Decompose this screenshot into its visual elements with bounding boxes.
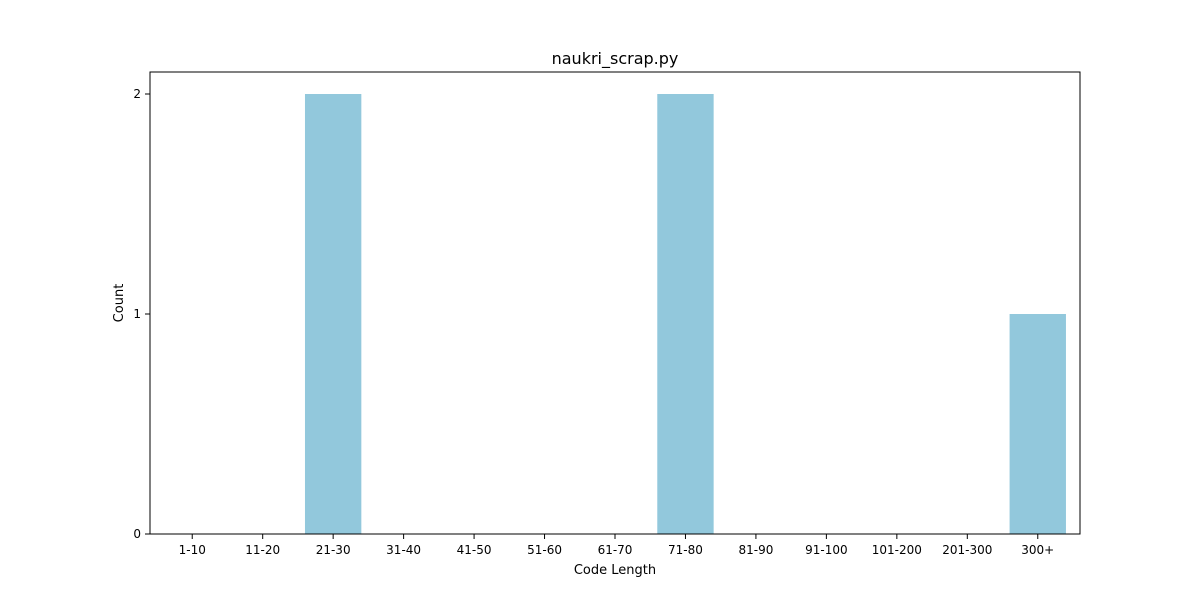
bar-71-80: [657, 94, 714, 534]
x-tick-label: 51-60: [527, 543, 562, 557]
x-tick-label: 300+: [1021, 543, 1054, 557]
x-tick-label: 11-20: [245, 543, 280, 557]
y-axis-label: Count: [112, 284, 127, 323]
y-axis: 0 1 2: [133, 87, 150, 541]
x-axis: 1-10 11-20 21-30 31-40 41-50 51-60 61-70 71-80 8…: [179, 534, 1054, 557]
x-tick-label: 71-80: [668, 543, 703, 557]
x-tick-label: 61-70: [598, 543, 633, 557]
x-tick-label: 201-300: [942, 543, 992, 557]
bar-21-30: [304, 94, 362, 534]
x-tick-label: 21-30: [316, 543, 351, 557]
x-tick-label: 101-200: [872, 543, 922, 557]
x-tick-label: 91-100: [805, 543, 848, 557]
x-axis-label: Code Length: [574, 563, 656, 578]
y-tick-label: 1: [133, 307, 141, 321]
x-tick-label: 1-10: [179, 543, 206, 557]
y-tick-label: 0: [133, 527, 141, 541]
bar-300+: [1009, 314, 1066, 534]
x-tick-label: 31-40: [386, 543, 421, 557]
bars-group: [304, 94, 1066, 534]
chart-title: naukri_scrap.py: [552, 49, 679, 69]
y-tick-label: 2: [133, 87, 141, 101]
x-tick-label: 81-90: [738, 543, 773, 557]
plot-area: [150, 72, 1080, 534]
x-tick-label: 41-50: [457, 543, 492, 557]
